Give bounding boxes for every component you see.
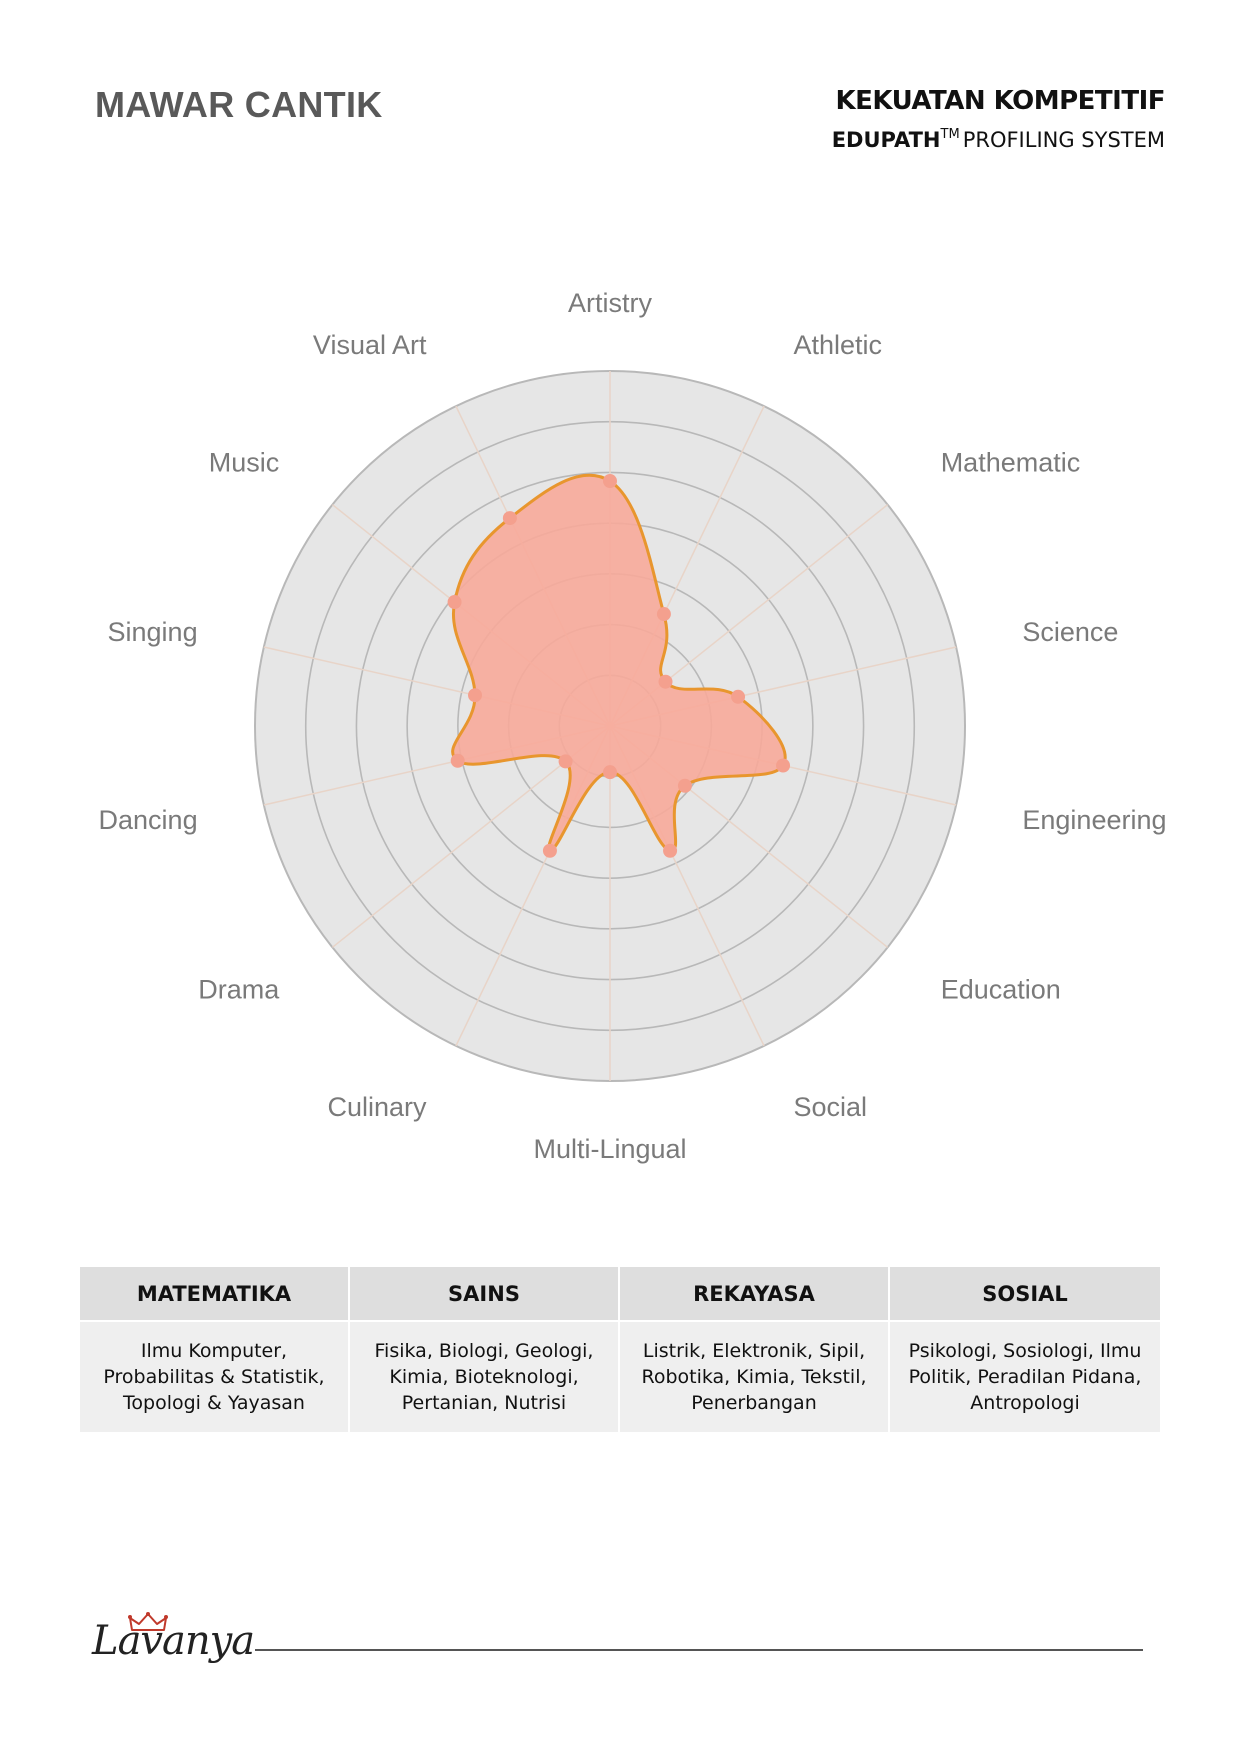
category-table: MATEMATIKA SAINS REKAYASA SOSIAL Ilmu Ko… — [80, 1267, 1160, 1432]
table-cell-sains: Fisika, Biologi, Geologi, Kimia, Biotekn… — [350, 1322, 620, 1432]
lavanya-logo: Lavanya — [92, 1612, 255, 1664]
axis-label-athletic: Athletic — [794, 330, 883, 360]
radar-point-engineering — [776, 758, 791, 773]
subtitle-text: PROFILING SYSTEM — [962, 128, 1165, 152]
axis-label-singing: Singing — [108, 617, 198, 647]
radar-point-artistry — [603, 474, 617, 489]
logo-text: Lavanya — [92, 1618, 255, 1664]
axis-label-artistry: Artistry — [568, 288, 652, 318]
radar-point-visual-art — [502, 511, 517, 526]
table-cell-rekayasa: Listrik, Elektronik, Sipil, Robotika, Ki… — [620, 1322, 890, 1432]
cell-line: Pertanian, Nutrisi — [401, 1392, 567, 1414]
report-subtitle: EDUPATHTM PROFILING SYSTEM — [832, 127, 1165, 152]
axis-label-education: Education — [941, 975, 1061, 1005]
cell-line: Fisika, Biologi, Geologi, — [374, 1340, 594, 1362]
cell-line: Robotika, Kimia, Tekstil, — [641, 1366, 867, 1388]
cell-line: Antropologi — [970, 1392, 1080, 1414]
axis-label-engineering: Engineering — [1022, 805, 1166, 835]
radar-point-dancing — [450, 753, 465, 768]
radar-point-education — [677, 778, 692, 793]
radar-points — [447, 474, 791, 858]
cell-line: Ilmu Komputer, — [140, 1340, 288, 1362]
axis-label-visual-art: Visual Art — [313, 330, 427, 360]
column-header-sosial: SOSIAL — [890, 1267, 1160, 1322]
footer-divider — [255, 1649, 1143, 1651]
axis-label-culinary: Culinary — [327, 1092, 427, 1122]
student-name: MAWAR CANTIK — [95, 84, 383, 125]
axis-label-dancing: Dancing — [99, 805, 198, 835]
column-header-sains: SAINS — [350, 1267, 620, 1322]
axis-label-mathematic: Mathematic — [941, 447, 1081, 477]
trademark-mark: TM — [940, 127, 960, 142]
brand-name: EDUPATH — [831, 128, 941, 152]
radar-point-drama — [558, 754, 573, 769]
cell-line: Probabilitas & Statistik, — [103, 1366, 325, 1388]
axis-label-music: Music — [209, 447, 280, 477]
radar-point-science — [731, 689, 746, 704]
table-header-row: MATEMATIKA SAINS REKAYASA SOSIAL — [80, 1267, 1160, 1322]
cell-line: Penerbangan — [691, 1392, 817, 1414]
radar-point-multi-lingual — [603, 765, 617, 780]
table-cell-sosial: Psikologi, Sosiologi, Ilmu Politik, Pera… — [890, 1322, 1160, 1432]
radar-point-music — [447, 595, 462, 610]
cell-line: Listrik, Elektronik, Sipil, — [642, 1340, 866, 1362]
cell-line: Politik, Peradilan Pidana, — [908, 1366, 1142, 1388]
radar-point-singing — [468, 688, 483, 703]
column-header-rekayasa: REKAYASA — [620, 1267, 890, 1322]
radar-point-mathematic — [658, 674, 673, 689]
axis-label-science: Science — [1022, 617, 1118, 647]
radar-labels: Artistry Athletic Mathematic Science Enginee… — [99, 288, 1167, 1164]
axis-label-multi-lingual: Multi-Lingual — [533, 1134, 686, 1164]
cell-line: Psikologi, Sosiologi, Ilmu — [908, 1340, 1142, 1362]
radar-point-culinary — [542, 843, 557, 858]
axis-label-social: Social — [794, 1092, 868, 1122]
radar-point-social — [663, 843, 678, 858]
column-header-matematika: MATEMATIKA — [80, 1267, 350, 1322]
radar-chart: Artistry Athletic Mathematic Science Enginee… — [99, 288, 1167, 1164]
table-cell-matematika: Ilmu Komputer, Probabilitas & Statistik,… — [80, 1322, 350, 1432]
report-title: KEKUATAN KOMPETITIF — [835, 86, 1165, 116]
cell-line: Topologi & Yayasan — [123, 1392, 305, 1414]
axis-label-drama: Drama — [198, 975, 280, 1005]
table-row: Ilmu Komputer, Probabilitas & Statistik,… — [80, 1322, 1160, 1432]
crown-icon — [128, 1612, 168, 1631]
radar-point-athletic — [656, 607, 671, 622]
report-header: KEKUATAN KOMPETITIF EDUPATHTM PROFILING S… — [832, 86, 1166, 152]
cell-line: Kimia, Bioteknologi, — [389, 1366, 579, 1388]
